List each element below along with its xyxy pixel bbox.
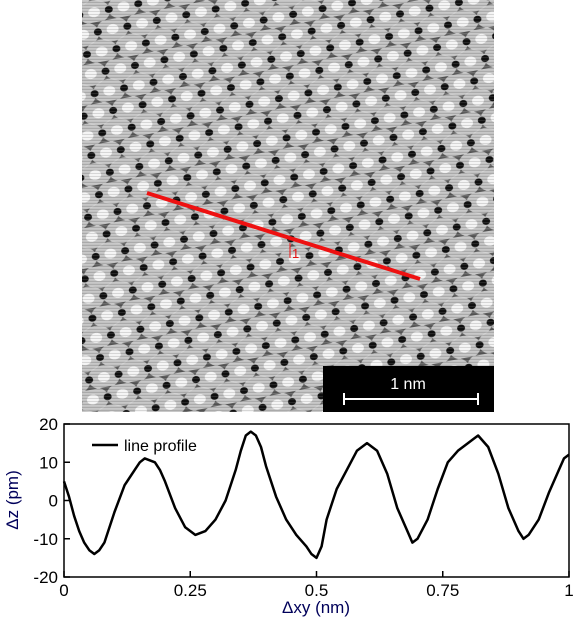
scale-bar-background (323, 366, 494, 412)
stm-image: 1 1 nm (82, 0, 494, 412)
x-tick-label: 0.75 (426, 581, 459, 600)
y-tick-label: -10 (33, 530, 58, 549)
y-axis-ticks: -20 -10 0 10 20 (33, 415, 70, 587)
y-axis-label: Δz (pm) (3, 470, 22, 530)
stm-scan-lines (82, 0, 494, 412)
legend-label: line profile (124, 438, 197, 455)
y-tick-label: -20 (33, 568, 58, 587)
y-tick-label: 20 (39, 415, 58, 434)
line-profile-series (62, 430, 570, 560)
x-axis-label: Δxy (nm) (282, 598, 350, 617)
x-tick-label: 0.5 (305, 581, 329, 600)
legend: line profile (92, 438, 197, 455)
x-tick-label: 0 (59, 581, 68, 600)
x-tick-label: 0.25 (174, 581, 207, 600)
scale-bar-label: 1 nm (390, 376, 426, 393)
y-tick-label: 10 (39, 453, 58, 472)
profile-line-label: 1 (292, 246, 299, 261)
profile-line (146, 191, 421, 281)
y-tick-label: 0 (49, 492, 58, 511)
x-tick-label: 1 (564, 581, 573, 600)
profile-plot: 0 0.25 0.5 0.75 1 -20 -10 0 10 20 line profile Δ… (3, 415, 574, 617)
scale-bar: 1 nm (323, 366, 494, 412)
x-axis-ticks: 0 0.25 0.5 0.75 1 (59, 571, 574, 600)
